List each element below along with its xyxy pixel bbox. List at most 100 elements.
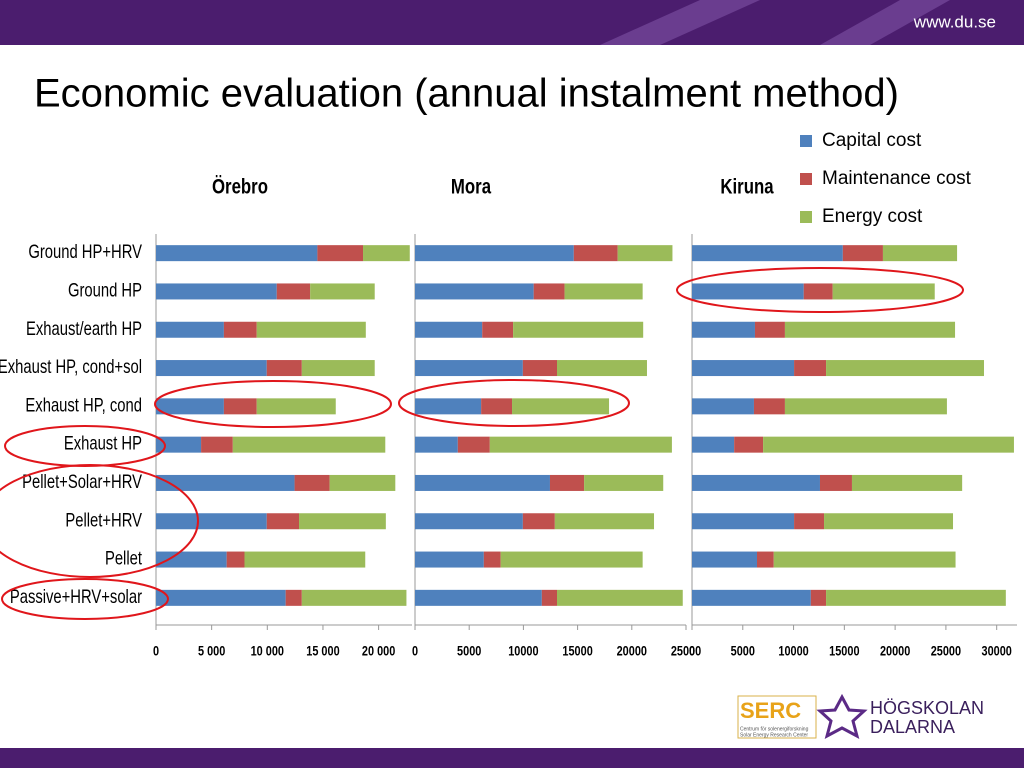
category-label: Passive+HRV+solar [10, 586, 142, 607]
bar-segment [882, 245, 958, 262]
bar-segment [832, 283, 935, 300]
bar-segment [156, 474, 295, 491]
bar-segment [156, 513, 267, 530]
bar-segment [156, 436, 202, 453]
bar-segment [826, 589, 1006, 606]
category-label: Ground HP+HRV [28, 241, 142, 262]
bar-segment [276, 283, 311, 300]
category-label: Exhaust HP [64, 433, 142, 454]
x-tick-label: 5000 [457, 643, 481, 659]
x-tick-label: 20 000 [362, 643, 395, 659]
x-tick-label: 5000 [731, 643, 755, 659]
bar-segment [415, 436, 458, 453]
serc-sub: Solar Energy Research Center [740, 732, 808, 738]
bar-segment [842, 245, 883, 262]
bar-segment [819, 474, 852, 491]
school-name: HÖGSKOLAN [870, 698, 984, 718]
highlight [1, 578, 169, 620]
category-label: Pellet+Solar+HRV [22, 471, 142, 492]
bar-segment [794, 513, 825, 530]
bar-segment [415, 360, 523, 377]
bar-segment [244, 551, 366, 568]
school-name: DALARNA [870, 717, 955, 737]
highlight [154, 380, 392, 428]
category-label: Exhaust/earth HP [26, 318, 142, 339]
bar-segment [266, 360, 302, 377]
chart-title: Mora [451, 176, 491, 199]
bar-segment [734, 436, 764, 453]
logos: SERC Centrum för solenergiforskning Sola… [737, 693, 984, 739]
highlight-ellipses [0, 267, 964, 620]
charts: Örebro 0 5 000 10 000 15 000 20 000 Ground HP+… [0, 130, 1017, 659]
legend-label: Energy cost [822, 206, 923, 227]
x-tick-label: 10000 [778, 643, 808, 659]
x-tick-label: 15 000 [306, 643, 339, 659]
bar-segment [533, 283, 565, 300]
bar-segment [415, 321, 483, 338]
bar-segment [692, 360, 795, 377]
legend-label: Capital cost [822, 130, 922, 151]
category-label: Ground HP [68, 280, 142, 301]
bar-segment [692, 513, 795, 530]
bar-segment [489, 436, 672, 453]
bar-segment [156, 360, 267, 377]
bar-segment [500, 551, 643, 568]
bar-segment [584, 474, 664, 491]
bar-segment [415, 398, 482, 415]
category-label: Exhaust HP, cond+sol [0, 356, 142, 377]
bar-segment [573, 245, 618, 262]
x-tick-label: 30000 [982, 643, 1012, 659]
bar-segment [617, 245, 673, 262]
star-logo [816, 693, 868, 739]
chart-title: Örebro [212, 176, 268, 199]
bar-segment [692, 321, 755, 338]
bar-segment [810, 589, 827, 606]
bar-segment [415, 513, 523, 530]
x-tick-label: 0 [412, 643, 418, 659]
bar-segment [692, 283, 804, 300]
bar-segment [512, 398, 610, 415]
bar-segment [557, 360, 647, 377]
bar-segment [310, 283, 375, 300]
bar-segment [851, 474, 963, 491]
bar-segment [692, 551, 757, 568]
serc-logo: SERC [740, 698, 801, 723]
bar-segment [301, 360, 375, 377]
bar-segment [773, 551, 956, 568]
bar-segment [784, 398, 947, 415]
bar-segment [457, 436, 490, 453]
bar-segment [285, 589, 302, 606]
slide-title: Economic evaluation (annual instalment m… [34, 72, 899, 116]
bar-segment [363, 245, 410, 262]
bar-segment [223, 398, 257, 415]
x-tick-label: 10000 [508, 643, 538, 659]
bar-segment [301, 589, 407, 606]
bar-segment [692, 436, 735, 453]
bar-segment [784, 321, 956, 338]
bar-segment [415, 474, 550, 491]
legend-swatch [800, 135, 812, 147]
header-decoration [600, 0, 950, 45]
bar-segment [692, 589, 811, 606]
bar-segment [256, 321, 366, 338]
bar-segment [803, 283, 833, 300]
bar-segment [156, 398, 224, 415]
serc-box [737, 695, 817, 739]
url: www.du.se [913, 12, 996, 31]
bar-segment [692, 474, 820, 491]
category-label: Pellet+HRV [65, 510, 142, 531]
x-tick-label: 20000 [617, 643, 647, 659]
chart-title: Kiruna [720, 176, 774, 199]
highlight [676, 267, 964, 313]
bar-segment [794, 360, 827, 377]
x-tick-label: 15000 [829, 643, 859, 659]
x-tick-label: 15000 [562, 643, 592, 659]
highlight [398, 379, 630, 427]
bar-segment [824, 513, 954, 530]
bar-segment [826, 360, 984, 377]
category-label: Exhaust HP, cond [25, 395, 142, 416]
bar-segment [156, 589, 286, 606]
bar-segment [415, 283, 534, 300]
